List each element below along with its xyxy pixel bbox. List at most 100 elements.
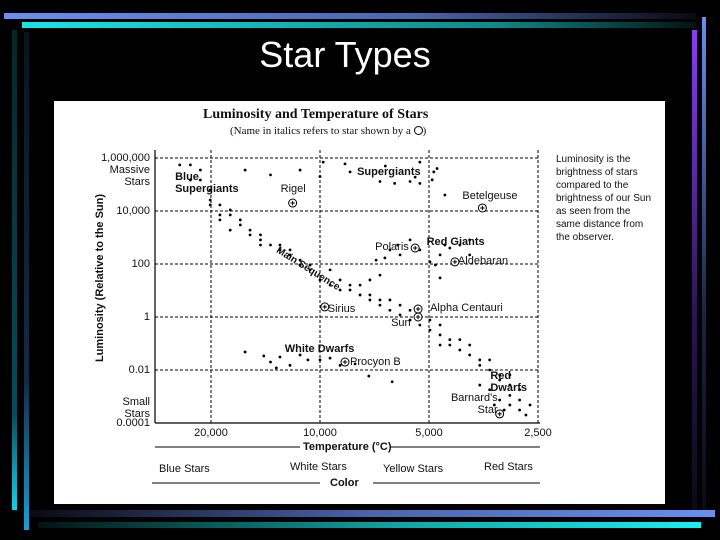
star-point (390, 380, 394, 384)
star-point (288, 248, 292, 252)
y-tick-label: 0.0001 (116, 417, 150, 429)
x-tick-label: 20,000 (194, 427, 228, 439)
star-point (298, 258, 302, 262)
star-point (228, 208, 232, 212)
star-point (448, 343, 452, 347)
crosshair-icon (415, 306, 421, 312)
star-point (448, 338, 452, 342)
star-point (208, 203, 212, 207)
star-point (188, 178, 192, 182)
star-point (508, 383, 512, 387)
star-point (438, 253, 442, 257)
star-point (383, 256, 387, 260)
y-tick-label: 0.01 (128, 364, 150, 376)
crosshair-icon (480, 205, 485, 211)
star-point (468, 238, 472, 242)
star-point (498, 373, 502, 377)
star-point (398, 253, 402, 257)
color-band-blue: Blue Stars (159, 463, 210, 475)
star-point (218, 218, 222, 222)
y-annotation-massive: Massive Stars (109, 164, 150, 188)
star-point (228, 213, 232, 217)
star-point (488, 358, 492, 362)
star-point (218, 203, 222, 207)
x-axis-label-text: Temperature (°C) (303, 441, 392, 453)
region-label: Red Dwarfs (490, 369, 528, 394)
y-tick-label: 1 (143, 311, 150, 323)
x-tick-label: 10,000 (303, 427, 337, 439)
star-point (408, 238, 412, 242)
star-marker-icon (413, 126, 423, 135)
crosshair-icon (415, 314, 421, 320)
star-point (498, 378, 502, 382)
named-star-label: Sun (391, 317, 411, 329)
chart-title: Luminosity and Temperature of Stars (203, 107, 429, 122)
star-point (343, 162, 347, 166)
star-point (478, 363, 482, 367)
x-tick-label: 5,000 (415, 427, 443, 439)
region-label: Red Giants (426, 235, 485, 248)
chart-subtitle-end: ) (422, 125, 427, 137)
star-point (238, 218, 242, 222)
star-point (348, 170, 352, 174)
named-star-label: Polaris (375, 241, 409, 254)
named-star-label: Betelgeuse (462, 189, 518, 202)
star-point (238, 223, 242, 227)
star-point (318, 278, 322, 282)
star-point (262, 354, 266, 358)
star-point (318, 175, 322, 178)
star-point (408, 318, 412, 322)
star-point (318, 358, 322, 362)
star-point (188, 163, 192, 167)
star-point (228, 228, 232, 232)
star-point (396, 243, 400, 247)
region-label: Blue Supergiants (175, 170, 239, 195)
left-blue-bar (24, 32, 29, 530)
star-point (308, 268, 312, 272)
star-point (432, 170, 436, 174)
crosshair-icon (322, 304, 327, 310)
star-point (248, 233, 252, 237)
named-star-label: Sirius (327, 302, 356, 315)
color-band-label: Color (330, 477, 359, 489)
star-point (430, 178, 434, 182)
star-point (278, 248, 282, 252)
star-point (288, 363, 292, 367)
star-point (208, 198, 212, 202)
named-star-label: Rigel (280, 183, 306, 196)
star-point (435, 167, 439, 170)
crosshair-icon (290, 200, 295, 206)
region-label: Supergiants (357, 165, 421, 178)
star-point (278, 355, 282, 359)
named-star-label: Procyon B (350, 356, 401, 369)
star-point (468, 343, 472, 347)
star-point (443, 193, 447, 197)
star-point (458, 338, 462, 342)
y-tick-label: 1,000,000 (101, 152, 150, 164)
star-point (418, 182, 422, 185)
star-point (383, 164, 387, 168)
star-point (478, 358, 482, 362)
color-band-red: Red Stars (484, 461, 533, 473)
star-point (398, 303, 402, 307)
star-point (218, 213, 222, 217)
star-point (413, 175, 417, 179)
star-point (208, 188, 212, 192)
color-band-yellow: Yellow Stars (383, 463, 444, 475)
star-point (367, 374, 371, 378)
star-point (524, 413, 528, 417)
star-point (428, 318, 432, 322)
named-star-label: Barnard's Star (450, 391, 498, 416)
star-point (269, 243, 272, 247)
color-band-white: White Stars (290, 461, 347, 473)
top-blue-bar (4, 13, 696, 19)
x-axis-label: Temperature (°C) (303, 441, 392, 453)
right-blue-bar (702, 17, 706, 517)
slide-title: Star Types (259, 34, 431, 75)
star-point (243, 350, 247, 354)
star-point (198, 178, 202, 182)
crosshair-icon (497, 411, 502, 417)
crosshair-icon (412, 245, 418, 251)
star-point (502, 408, 506, 412)
star-point (338, 363, 342, 367)
